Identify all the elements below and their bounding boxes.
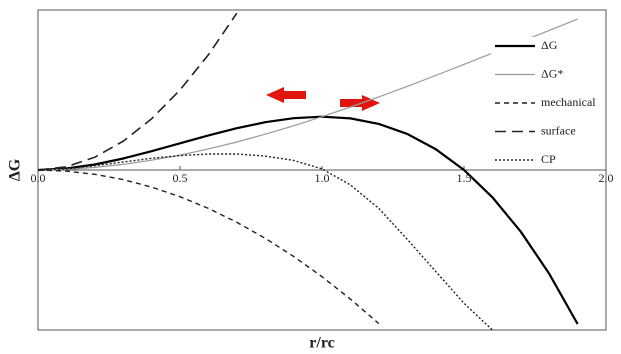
y-axis-label: ΔG <box>7 158 24 181</box>
x-tick-label: 2.0 <box>599 171 614 185</box>
legend-label: CP <box>541 152 556 166</box>
series-line <box>37 12 238 171</box>
legend-label: ΔG <box>541 38 558 52</box>
series-line <box>37 115 579 325</box>
legend-label: surface <box>541 123 576 137</box>
x-axis-label: r/rc <box>309 335 334 352</box>
legend-bg <box>491 37 591 55</box>
series-line <box>37 153 493 331</box>
x-tick-label: 0.5 <box>173 171 188 185</box>
series-line <box>37 169 380 325</box>
legend-bg <box>491 94 591 112</box>
legend-label: mechanical <box>541 95 596 109</box>
x-tick-label: 0.0 <box>31 171 46 185</box>
x-tick-label: 1.0 <box>315 171 330 185</box>
legend-label: ΔG* <box>541 66 563 80</box>
legend-bg <box>491 122 591 141</box>
arrow-left <box>266 87 306 103</box>
series-line <box>37 18 578 171</box>
legend-bg <box>491 65 591 84</box>
legend-bg <box>491 151 591 169</box>
x-tick-label: 1.5 <box>457 171 472 185</box>
